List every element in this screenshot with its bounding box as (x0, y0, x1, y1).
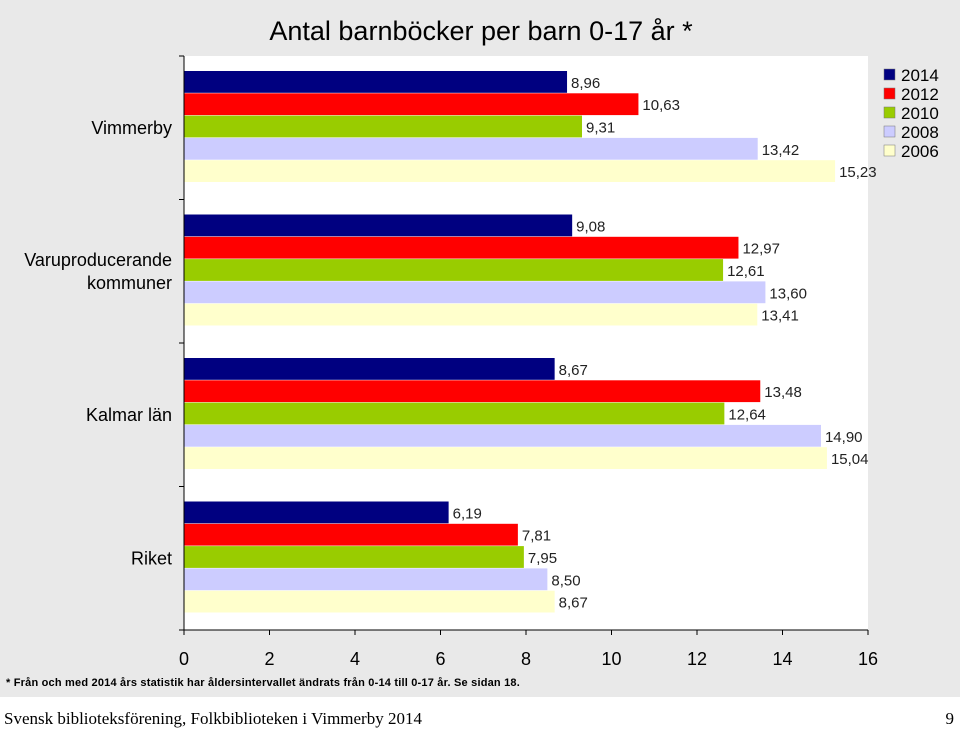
x-tick-label: 0 (179, 649, 189, 669)
footer-text: Svensk biblioteksförening, Folkbibliotek… (4, 709, 422, 728)
bar-2012-1 (184, 93, 639, 116)
category-label-1: Vimmerby (91, 118, 172, 138)
legend-label-2012: 2012 (901, 85, 939, 104)
category-label-2: Varuproducerande (24, 250, 172, 270)
legend-swatch-2006 (883, 144, 896, 157)
category-label-3: Kalmar län (86, 405, 172, 425)
data-label-2008-4: 8,50 (551, 572, 580, 589)
legend-label-2014: 2014 (901, 66, 939, 85)
footnote: * Från och med 2014 års statistik har ål… (6, 677, 521, 689)
x-tick-label: 12 (687, 649, 707, 669)
legend-label-2010: 2010 (901, 104, 939, 123)
bar-2014-1 (184, 71, 568, 93)
data-label-2010-3: 12,64 (728, 407, 766, 424)
legend-swatch-2008 (883, 125, 896, 138)
bar-2010-4 (184, 546, 524, 568)
bar-2010-2 (184, 259, 724, 281)
data-label-2014-4: 6,19 (453, 505, 482, 522)
page-number: 9 (945, 709, 955, 728)
data-label-2006-2: 13,41 (761, 308, 799, 325)
page-footer (0, 703, 960, 730)
legend-swatch-2010 (883, 106, 896, 119)
bar-2008-4 (184, 568, 548, 591)
category-label-4: Riket (131, 548, 172, 568)
x-tick-label: 2 (264, 649, 274, 669)
bar-2008-1 (184, 137, 758, 160)
x-tick-label: 16 (858, 649, 878, 669)
bar-2014-2 (184, 214, 573, 237)
bar-2006-3 (184, 447, 827, 469)
data-label-2012-1: 10,63 (642, 97, 680, 114)
data-label-2008-2: 13,60 (769, 285, 807, 302)
data-label-2014-1: 8,96 (571, 75, 600, 92)
legend-swatch-2014 (883, 68, 896, 81)
bar-2010-3 (184, 402, 725, 425)
x-tick-label: 6 (435, 649, 445, 669)
category-label-2: kommuner (87, 273, 172, 293)
data-label-2012-4: 7,81 (522, 528, 551, 545)
bar-2012-2 (184, 236, 739, 259)
data-label-2008-1: 13,42 (762, 142, 800, 159)
x-tick-label: 10 (601, 649, 621, 669)
bar-2014-3 (184, 358, 555, 380)
x-tick-label: 14 (772, 649, 792, 669)
bar-2008-2 (184, 281, 766, 304)
data-label-2010-2: 12,61 (727, 263, 765, 280)
bar-2006-4 (184, 590, 555, 613)
data-label-2010-1: 9,31 (586, 120, 615, 137)
data-label-2012-2: 12,97 (742, 241, 780, 258)
bar-2006-1 (184, 160, 836, 182)
bar-2006-2 (184, 303, 758, 326)
bar-2014-4 (184, 501, 449, 524)
legend-swatch-2012 (883, 87, 896, 100)
chart-title: Antal barnböcker per barn 0-17 år * (269, 16, 693, 46)
chart-panel: Antal barnböcker per barn 0-17 år * 8,96 1… (0, 0, 960, 697)
bar-chart: Antal barnböcker per barn 0-17 år * 8,96 1… (24, 16, 939, 669)
bar-2012-3 (184, 380, 761, 403)
data-label-2008-3: 14,90 (825, 429, 863, 446)
bar-2010-1 (184, 115, 583, 138)
data-label-2006-3: 15,04 (831, 451, 869, 468)
data-label-2012-3: 13,48 (764, 384, 802, 401)
bar-2008-3 (184, 424, 821, 447)
x-tick-label: 8 (521, 649, 531, 669)
data-label-2006-1: 15,23 (839, 164, 877, 181)
data-label-2006-4: 8,67 (559, 595, 588, 612)
legend-label-2008: 2008 (901, 123, 939, 142)
data-label-2014-3: 8,67 (559, 362, 588, 379)
data-label-2014-2: 9,08 (576, 218, 605, 235)
legend-label-2006: 2006 (901, 142, 939, 161)
bar-2012-4 (184, 523, 518, 546)
x-tick-label: 4 (350, 649, 360, 669)
data-label-2010-4: 7,95 (528, 550, 557, 567)
